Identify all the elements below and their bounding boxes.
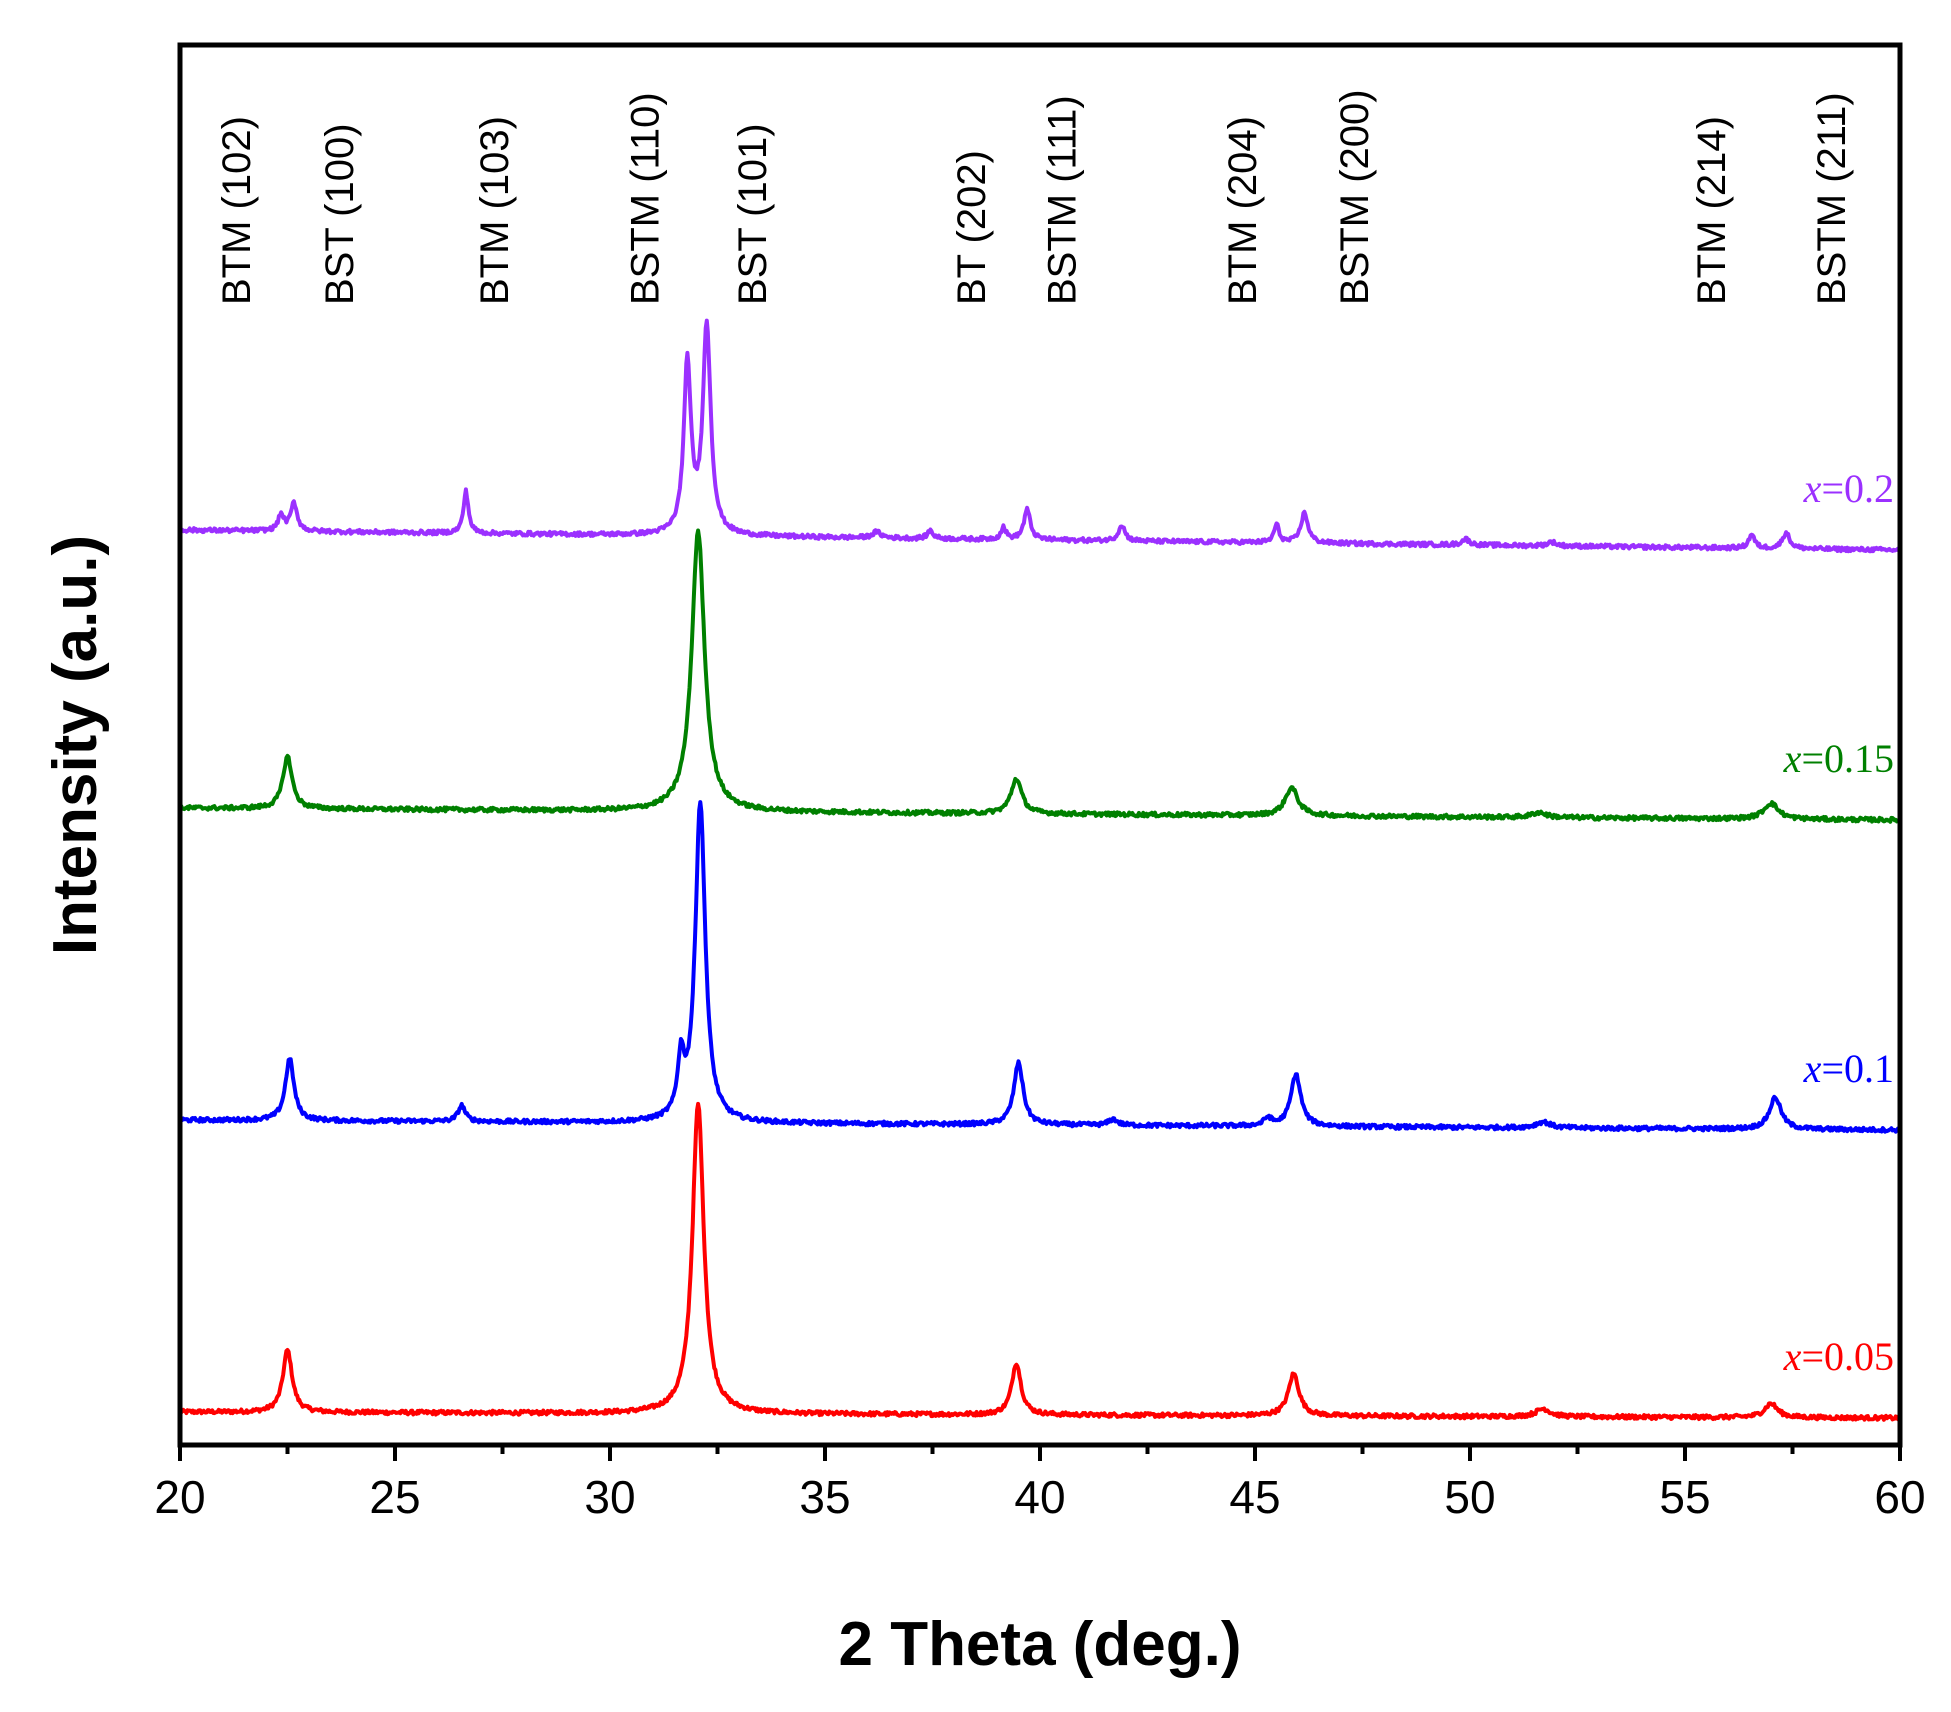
- series-label-2: x=0.15: [1783, 736, 1894, 781]
- series-line-2: [178, 528, 1902, 824]
- series-label-0: x=0.05: [1783, 1334, 1894, 1379]
- x-tick-label-0: 20: [154, 1471, 205, 1523]
- series-label-var: x: [1803, 1046, 1822, 1091]
- x-tick-label-3: 35: [799, 1471, 850, 1523]
- peak-label-1: BST (100): [318, 123, 362, 305]
- series-line-1: [179, 800, 1902, 1134]
- x-tick-label-8: 60: [1874, 1471, 1925, 1523]
- series-label-1: x=0.1: [1803, 1046, 1894, 1091]
- series-layer: x=0.05x=0.1x=0.15x=0.2: [178, 318, 1902, 1422]
- peak-annotations: BTM (102) BST (100) BTM (103) BSTM (110) BST…: [215, 89, 1854, 305]
- series-label-3: x=0.2: [1803, 466, 1894, 511]
- x-tick-label-6: 50: [1444, 1471, 1495, 1523]
- peak-label-10: BSTM (211): [1810, 92, 1854, 305]
- x-tick-label-4: 40: [1014, 1471, 1065, 1523]
- peak-label-8: BSTM (200): [1333, 89, 1377, 305]
- peak-label-7: BTM (204): [1221, 116, 1265, 305]
- series-label-var: x: [1783, 1334, 1802, 1379]
- peak-label-0: BTM (102): [215, 116, 259, 305]
- series-line-3: [179, 318, 1902, 554]
- series-label-var: x: [1783, 736, 1802, 781]
- peak-label-3: BSTM (110): [623, 92, 667, 305]
- peak-label-6: BSTM (111): [1041, 95, 1085, 305]
- series-label-value: =0.05: [1801, 1334, 1894, 1379]
- x-tick-label-5: 45: [1229, 1471, 1280, 1523]
- x-tick-label-1: 25: [369, 1471, 420, 1523]
- peak-label-5: BT (202): [950, 150, 994, 305]
- peak-label-9: BTM (214): [1690, 116, 1734, 305]
- y-axis-title: Intensity (a.u.): [41, 535, 110, 955]
- series-line-0: [178, 1101, 1902, 1422]
- peak-label-4: BST (101): [731, 123, 775, 305]
- x-axis-ticks: 20 25 30 35 40 45 50 55 60: [154, 1445, 1926, 1523]
- peak-label-2: BTM (103): [473, 116, 517, 305]
- series-label-var: x: [1803, 466, 1822, 511]
- series-label-value: =0.1: [1821, 1046, 1894, 1091]
- series-label-value: =0.15: [1801, 736, 1894, 781]
- series-label-value: =0.2: [1821, 466, 1894, 511]
- x-tick-label-7: 55: [1659, 1471, 1710, 1523]
- x-tick-label-2: 30: [584, 1471, 635, 1523]
- x-axis-title: 2 Theta (deg.): [838, 1610, 1241, 1679]
